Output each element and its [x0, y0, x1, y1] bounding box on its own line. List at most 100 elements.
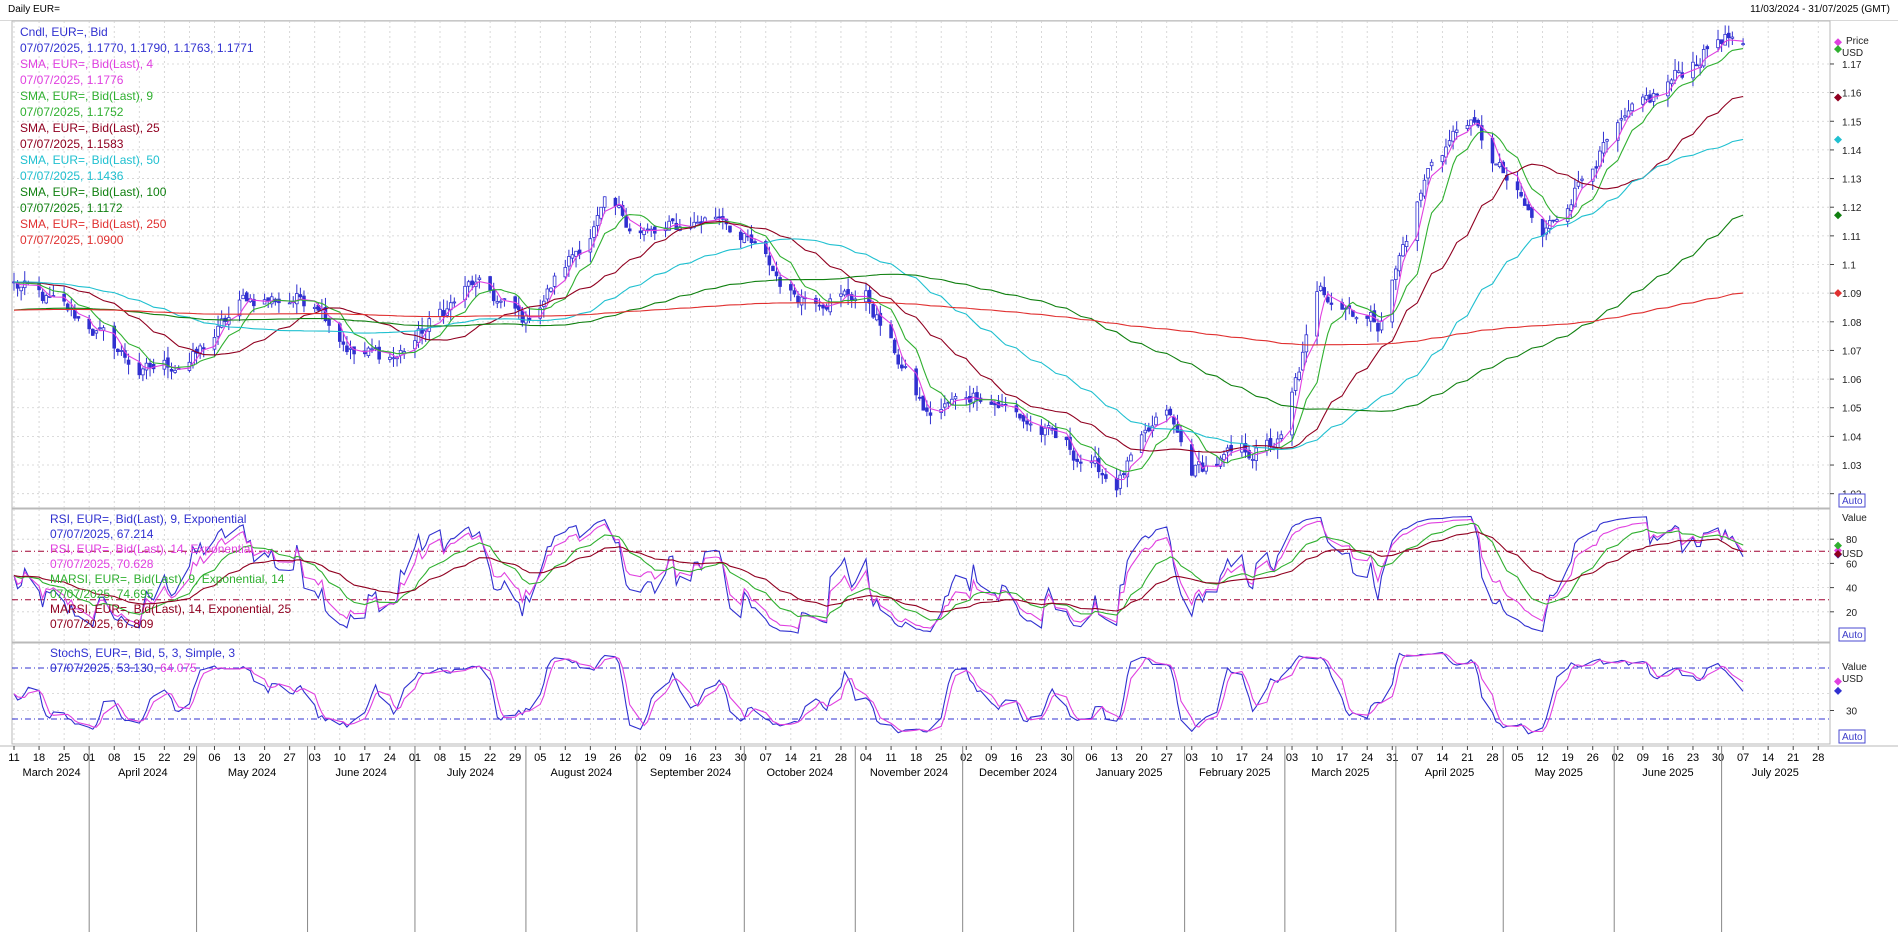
x-day-label: 28: [1486, 752, 1498, 764]
candle-body: [942, 403, 947, 408]
sma-9-line: [13, 48, 1744, 473]
candle: [212, 328, 217, 357]
sma-25-line: [13, 95, 1744, 453]
candle-body: [767, 255, 772, 266]
candle: [312, 303, 317, 313]
candle-body: [370, 348, 374, 351]
candle-body: [44, 295, 48, 304]
candle: [742, 233, 747, 244]
x-day-label: 14: [1436, 752, 1448, 764]
candle: [1275, 431, 1280, 459]
candle-body: [692, 221, 696, 228]
candle: [1218, 455, 1223, 470]
candle: [452, 297, 457, 307]
candle: [814, 294, 818, 312]
candle: [552, 272, 557, 295]
x-day-label: 29: [183, 752, 195, 764]
candle-body: [1039, 426, 1044, 435]
candle: [1526, 200, 1531, 211]
candle-body: [1028, 423, 1033, 426]
candle: [1368, 305, 1373, 332]
candle-body: [438, 308, 442, 317]
price-tick-label: 1.08: [1842, 318, 1862, 329]
candle-body: [312, 306, 317, 309]
candle: [839, 284, 843, 307]
x-day-label: 11: [8, 752, 19, 764]
candle-body: [717, 216, 722, 219]
candle-body: [1354, 317, 1359, 320]
chart-canvas[interactable]: PriceUSD1.171.161.151.141.131.121.111.11…: [0, 20, 1898, 932]
candle: [438, 301, 442, 321]
candle-body: [173, 369, 177, 373]
candle-body: [1179, 429, 1183, 443]
candle-body: [1705, 46, 1710, 50]
candle: [148, 358, 152, 377]
candle-body: [119, 350, 124, 352]
candle-body: [1064, 436, 1069, 441]
stoch-k-value: 07/07/2025, 53.130,: [50, 661, 160, 675]
candle: [1716, 29, 1720, 52]
x-day-label: 23: [1035, 752, 1047, 764]
x-day-label: 02: [960, 752, 972, 764]
candle: [1025, 413, 1029, 432]
candle: [670, 217, 675, 225]
candle-body: [1676, 70, 1681, 73]
x-day-label: 30: [735, 752, 747, 764]
x-day-label: 19: [584, 752, 596, 764]
auto-scale-button[interactable]: Auto: [1838, 729, 1866, 744]
candle-body: [48, 295, 52, 298]
price-tick-label: 1.14: [1842, 146, 1862, 157]
candle: [1569, 199, 1574, 218]
candle-body: [613, 197, 618, 207]
candle: [1651, 88, 1656, 108]
x-month-label: August 2024: [551, 767, 613, 779]
x-month-label: November 2024: [870, 767, 948, 779]
candle: [1451, 125, 1455, 150]
x-month-label: February 2025: [1199, 767, 1271, 779]
x-day-label: 08: [434, 752, 446, 764]
candle: [341, 331, 346, 352]
candle-body: [1322, 287, 1327, 296]
candle-body: [169, 368, 174, 372]
candle-body: [989, 401, 994, 405]
auto-scale-button[interactable]: Auto: [1838, 627, 1866, 642]
candle: [903, 359, 908, 370]
candle: [778, 272, 782, 294]
candle: [1139, 431, 1144, 453]
candle: [287, 292, 292, 305]
candle-body: [1193, 464, 1198, 477]
candle: [1666, 74, 1670, 107]
x-day-label: 14: [1762, 752, 1774, 764]
candle-body: [953, 396, 958, 400]
candle-body: [592, 226, 596, 238]
x-month-label: December 2024: [979, 767, 1057, 779]
candle-body: [348, 347, 353, 350]
x-day-label: 23: [710, 752, 722, 764]
price-tick-label: 1.17: [1842, 60, 1862, 71]
candle-body: [1426, 168, 1430, 179]
candle-body: [216, 325, 220, 337]
auto-scale-button[interactable]: Auto: [1838, 493, 1866, 508]
candle: [366, 346, 371, 358]
candle: [1240, 435, 1244, 458]
candle: [173, 365, 177, 374]
candle-body: [345, 345, 349, 353]
candle-body: [201, 347, 206, 350]
candle: [545, 284, 550, 302]
candle-body: [1515, 181, 1520, 191]
candle: [151, 358, 156, 374]
stoch-legend-label: StochS, EUR=, Bid, 5, 3, Simple, 3: [50, 646, 235, 660]
candle-body: [839, 293, 843, 297]
x-day-label: 03: [309, 752, 321, 764]
candle: [1701, 44, 1706, 69]
candle: [1730, 31, 1735, 45]
rsi-axis-unit: USD: [1842, 549, 1863, 560]
candle-body: [1243, 443, 1248, 453]
last-value-marker: [1834, 289, 1842, 298]
candle-body: [713, 216, 718, 220]
candle: [137, 352, 142, 379]
candle: [1726, 25, 1731, 48]
rsi-14-line: [13, 518, 1744, 630]
candle: [194, 346, 199, 365]
candle-body: [1540, 218, 1545, 237]
